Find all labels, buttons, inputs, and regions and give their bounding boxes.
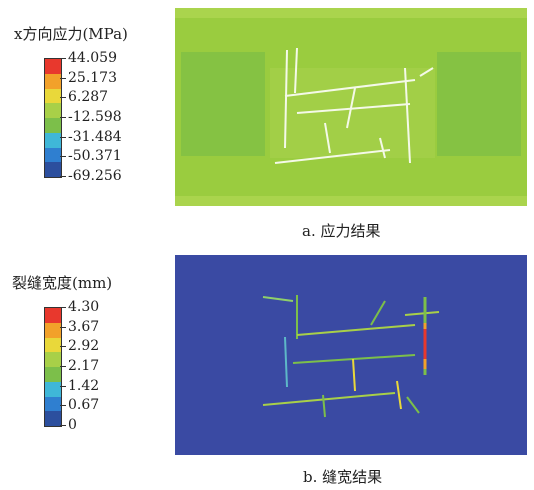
crack-width-plot [175, 255, 527, 455]
legend-tick-label: 2.17 [59, 358, 100, 374]
legend-swatch [45, 381, 61, 397]
stress-bottom-band [175, 196, 527, 206]
legend-swatch [45, 103, 61, 118]
stress-caption: a. 应力结果 [302, 222, 381, 240]
legend-tick-label: -69.256 [60, 168, 122, 184]
crack-field-background [175, 255, 527, 455]
legend-tick-label: 0 [60, 417, 77, 433]
legend-swatch [45, 411, 61, 426]
legend-swatch [45, 322, 61, 338]
legend-swatch [45, 337, 61, 353]
crack-field-svg [175, 255, 527, 455]
stress-color-bar [44, 58, 62, 178]
legend-tick-label: 25.173 [60, 69, 117, 86]
stress-right-lobe [437, 52, 521, 156]
stress-contour-plot [175, 8, 527, 206]
legend-swatch [45, 147, 61, 163]
legend-swatch [45, 396, 61, 412]
legend-tick-label: 6.287 [59, 89, 109, 106]
legend-tick-label: -12.598 [60, 109, 122, 125]
legend-tick-label: -50.371 [60, 148, 122, 165]
legend-swatch [45, 162, 61, 177]
legend-swatch [45, 73, 61, 89]
legend-swatch [45, 59, 61, 74]
crack-color-bar [44, 307, 62, 427]
legend-tick-label: -31.484 [60, 128, 122, 145]
legend-tick-label: 1.42 [59, 377, 100, 394]
crack-legend-title: 裂缝宽度(mm) [12, 274, 113, 292]
legend-tick-label: 4.30 [59, 299, 100, 315]
legend-tick-label: 0.67 [59, 397, 100, 414]
crack-lines [262, 295, 440, 418]
stress-field-svg [175, 8, 527, 206]
legend-swatch [45, 88, 61, 104]
legend-swatch [45, 118, 61, 133]
crack-caption: b. 缝宽结果 [303, 468, 383, 486]
legend-swatch [45, 367, 61, 382]
stress-top-band [175, 8, 527, 18]
stress-cracks [274, 47, 434, 164]
stress-legend-title: x方向应力(MPa) [14, 25, 128, 43]
stress-left-lobe [181, 52, 265, 156]
legend-swatch [45, 352, 61, 367]
legend-tick-label: 3.67 [59, 318, 100, 335]
legend-tick-label: 44.059 [60, 50, 117, 66]
legend-swatch [45, 308, 61, 323]
legend-swatch [45, 132, 61, 148]
legend-tick-label: 2.92 [59, 338, 100, 355]
